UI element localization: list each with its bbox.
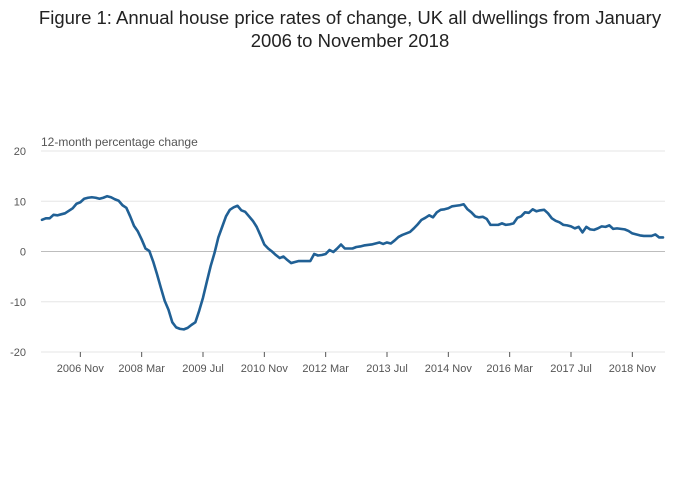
x-tick-label: 2008 Mar xyxy=(118,363,165,375)
y-tick-label: 0 xyxy=(20,247,26,259)
y-tick-label: 10 xyxy=(14,196,26,208)
x-tick-label: 2006 Nov xyxy=(57,363,105,375)
series-line-uk-all-dwellings xyxy=(40,194,665,331)
x-tick-label: 2012 Mar xyxy=(302,363,349,375)
x-tick-label: 2018 Nov xyxy=(609,363,657,375)
x-tick-label: 2014 Nov xyxy=(425,363,473,375)
gridlines xyxy=(41,150,665,353)
chart-title: Figure 1: Annual house price rates of ch… xyxy=(38,7,662,51)
y-axis-label: 12-month percentage change xyxy=(41,135,198,149)
x-tick-label: 2010 Nov xyxy=(241,363,289,375)
x-tick-label: 2017 Jul xyxy=(550,363,592,375)
y-axis-ticks: 20 10 0 -10 -20 xyxy=(10,146,26,359)
y-tick-label: -10 xyxy=(10,297,26,309)
x-axis-ticks: 2006 Nov 2008 Mar 2009 Jul 2010 Nov 2012 Mar… xyxy=(57,352,657,375)
y-tick-label: 20 xyxy=(14,146,26,158)
x-tick-label: 2009 Jul xyxy=(182,363,224,375)
x-tick-label: 2016 Mar xyxy=(486,363,533,375)
x-tick-label: 2013 Jul xyxy=(366,363,408,375)
y-tick-label: -20 xyxy=(10,347,26,359)
